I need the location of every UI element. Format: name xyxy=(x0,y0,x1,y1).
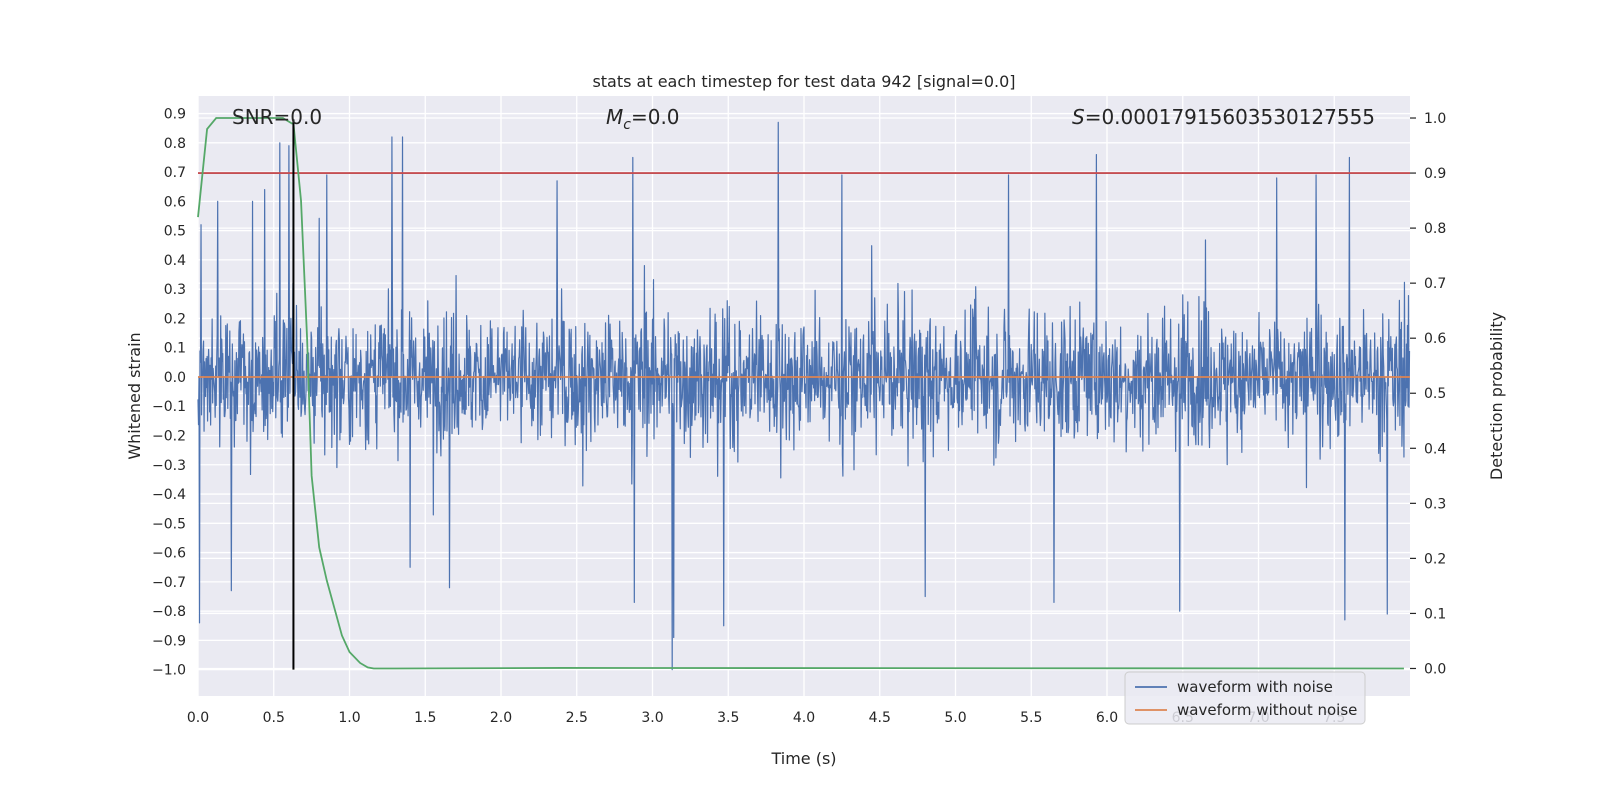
x-tick-label: 4.0 xyxy=(793,710,815,726)
y-right-tick-label: 0.6 xyxy=(1424,331,1446,347)
y-right-tick-label: 0.1 xyxy=(1424,606,1446,622)
y-left-tick-label: −0.7 xyxy=(152,575,186,591)
noise-waveform-series xyxy=(197,121,1411,671)
statistic-value: =0.00017915603530127555 xyxy=(1085,105,1375,129)
tick-labels: 0.00.51.01.52.02.53.03.54.04.55.05.56.06… xyxy=(152,107,1446,726)
y-right-tick-label: 0.3 xyxy=(1424,496,1446,512)
chirp-mass-subscript: c xyxy=(623,117,631,133)
x-tick-label: 3.5 xyxy=(717,710,739,726)
y-right-tick-label: 1.0 xyxy=(1424,111,1446,127)
x-tick-label: 2.5 xyxy=(566,710,588,726)
x-tick-label: 5.5 xyxy=(1020,710,1042,726)
y-left-tick-label: 0.9 xyxy=(164,107,186,123)
y-left-tick-label: −1.0 xyxy=(152,663,186,679)
series-waveform-with-noise xyxy=(197,121,1411,671)
x-tick-label: 3.0 xyxy=(641,710,663,726)
x-tick-label: 1.5 xyxy=(414,710,436,726)
legend-label-waveform-without-noise: waveform without noise xyxy=(1177,701,1357,719)
chirp-mass-value: =0.0 xyxy=(631,105,680,129)
snr-annotation: SNR=0.0 xyxy=(232,105,322,129)
y-left-tick-label: 0.7 xyxy=(164,165,186,181)
y-left-tick-label: 0.5 xyxy=(164,224,186,240)
legend-label-waveform-with-noise: waveform with noise xyxy=(1177,678,1333,696)
x-tick-label: 5.0 xyxy=(944,710,966,726)
x-tick-label: 1.0 xyxy=(338,710,360,726)
y-left-tick-label: −0.5 xyxy=(152,516,186,532)
overlay-lines xyxy=(197,117,1410,670)
chirp-mass-symbol: M xyxy=(606,105,623,129)
x-tick-label: 4.5 xyxy=(869,710,891,726)
y-left-tick-label: 0.6 xyxy=(164,194,186,210)
x-tick-label: 0.5 xyxy=(263,710,285,726)
series-detection-probability xyxy=(197,117,1404,670)
y-right-tick-label: 0.9 xyxy=(1424,166,1446,182)
y-left-tick-label: 0.8 xyxy=(164,136,186,152)
y-left-axis-label: Whitened strain xyxy=(125,332,144,459)
x-axis-label: Time (s) xyxy=(770,749,836,768)
y-left-tick-label: 0.1 xyxy=(164,341,186,357)
y-left-tick-label: 0.4 xyxy=(164,253,186,269)
x-tick-label: 2.0 xyxy=(490,710,512,726)
legend-box xyxy=(1124,671,1366,725)
y-right-tick-label: 0.5 xyxy=(1424,386,1446,402)
chart-title: stats at each timestep for test data 942… xyxy=(592,72,1015,91)
y-right-tick-label: 0.7 xyxy=(1424,276,1446,292)
y-left-tick-label: −0.4 xyxy=(152,487,186,503)
y-left-tick-label: −0.2 xyxy=(152,429,186,445)
chirp-mass-annotation: Mc=0.0 xyxy=(606,105,680,133)
statistic-symbol: S xyxy=(1072,105,1085,129)
x-tick-label: 0.0 xyxy=(187,710,209,726)
y-right-tick-label: 0.8 xyxy=(1424,221,1446,237)
x-tick-label: 6.0 xyxy=(1096,710,1118,726)
y-left-tick-label: −0.9 xyxy=(152,633,186,649)
legend: waveform with noise waveform without noi… xyxy=(1124,671,1366,725)
y-right-tick-label: 0.2 xyxy=(1424,551,1446,567)
statistic-annotation: S=0.00017915603530127555 xyxy=(1072,105,1375,129)
y-left-tick-label: 0.3 xyxy=(164,282,186,298)
y-right-axis-label: Detection probability xyxy=(1487,312,1506,480)
y-left-tick-label: 0.0 xyxy=(164,370,186,386)
y-left-tick-label: −0.6 xyxy=(152,546,186,562)
y-left-tick-label: −0.3 xyxy=(152,458,186,474)
y-right-tick-label: 0.0 xyxy=(1424,661,1446,677)
y-right-tick-label: 0.4 xyxy=(1424,441,1446,457)
y-left-tick-label: −0.8 xyxy=(152,604,186,620)
y-left-tick-label: −0.1 xyxy=(152,399,186,415)
y-left-tick-label: 0.2 xyxy=(164,311,186,327)
